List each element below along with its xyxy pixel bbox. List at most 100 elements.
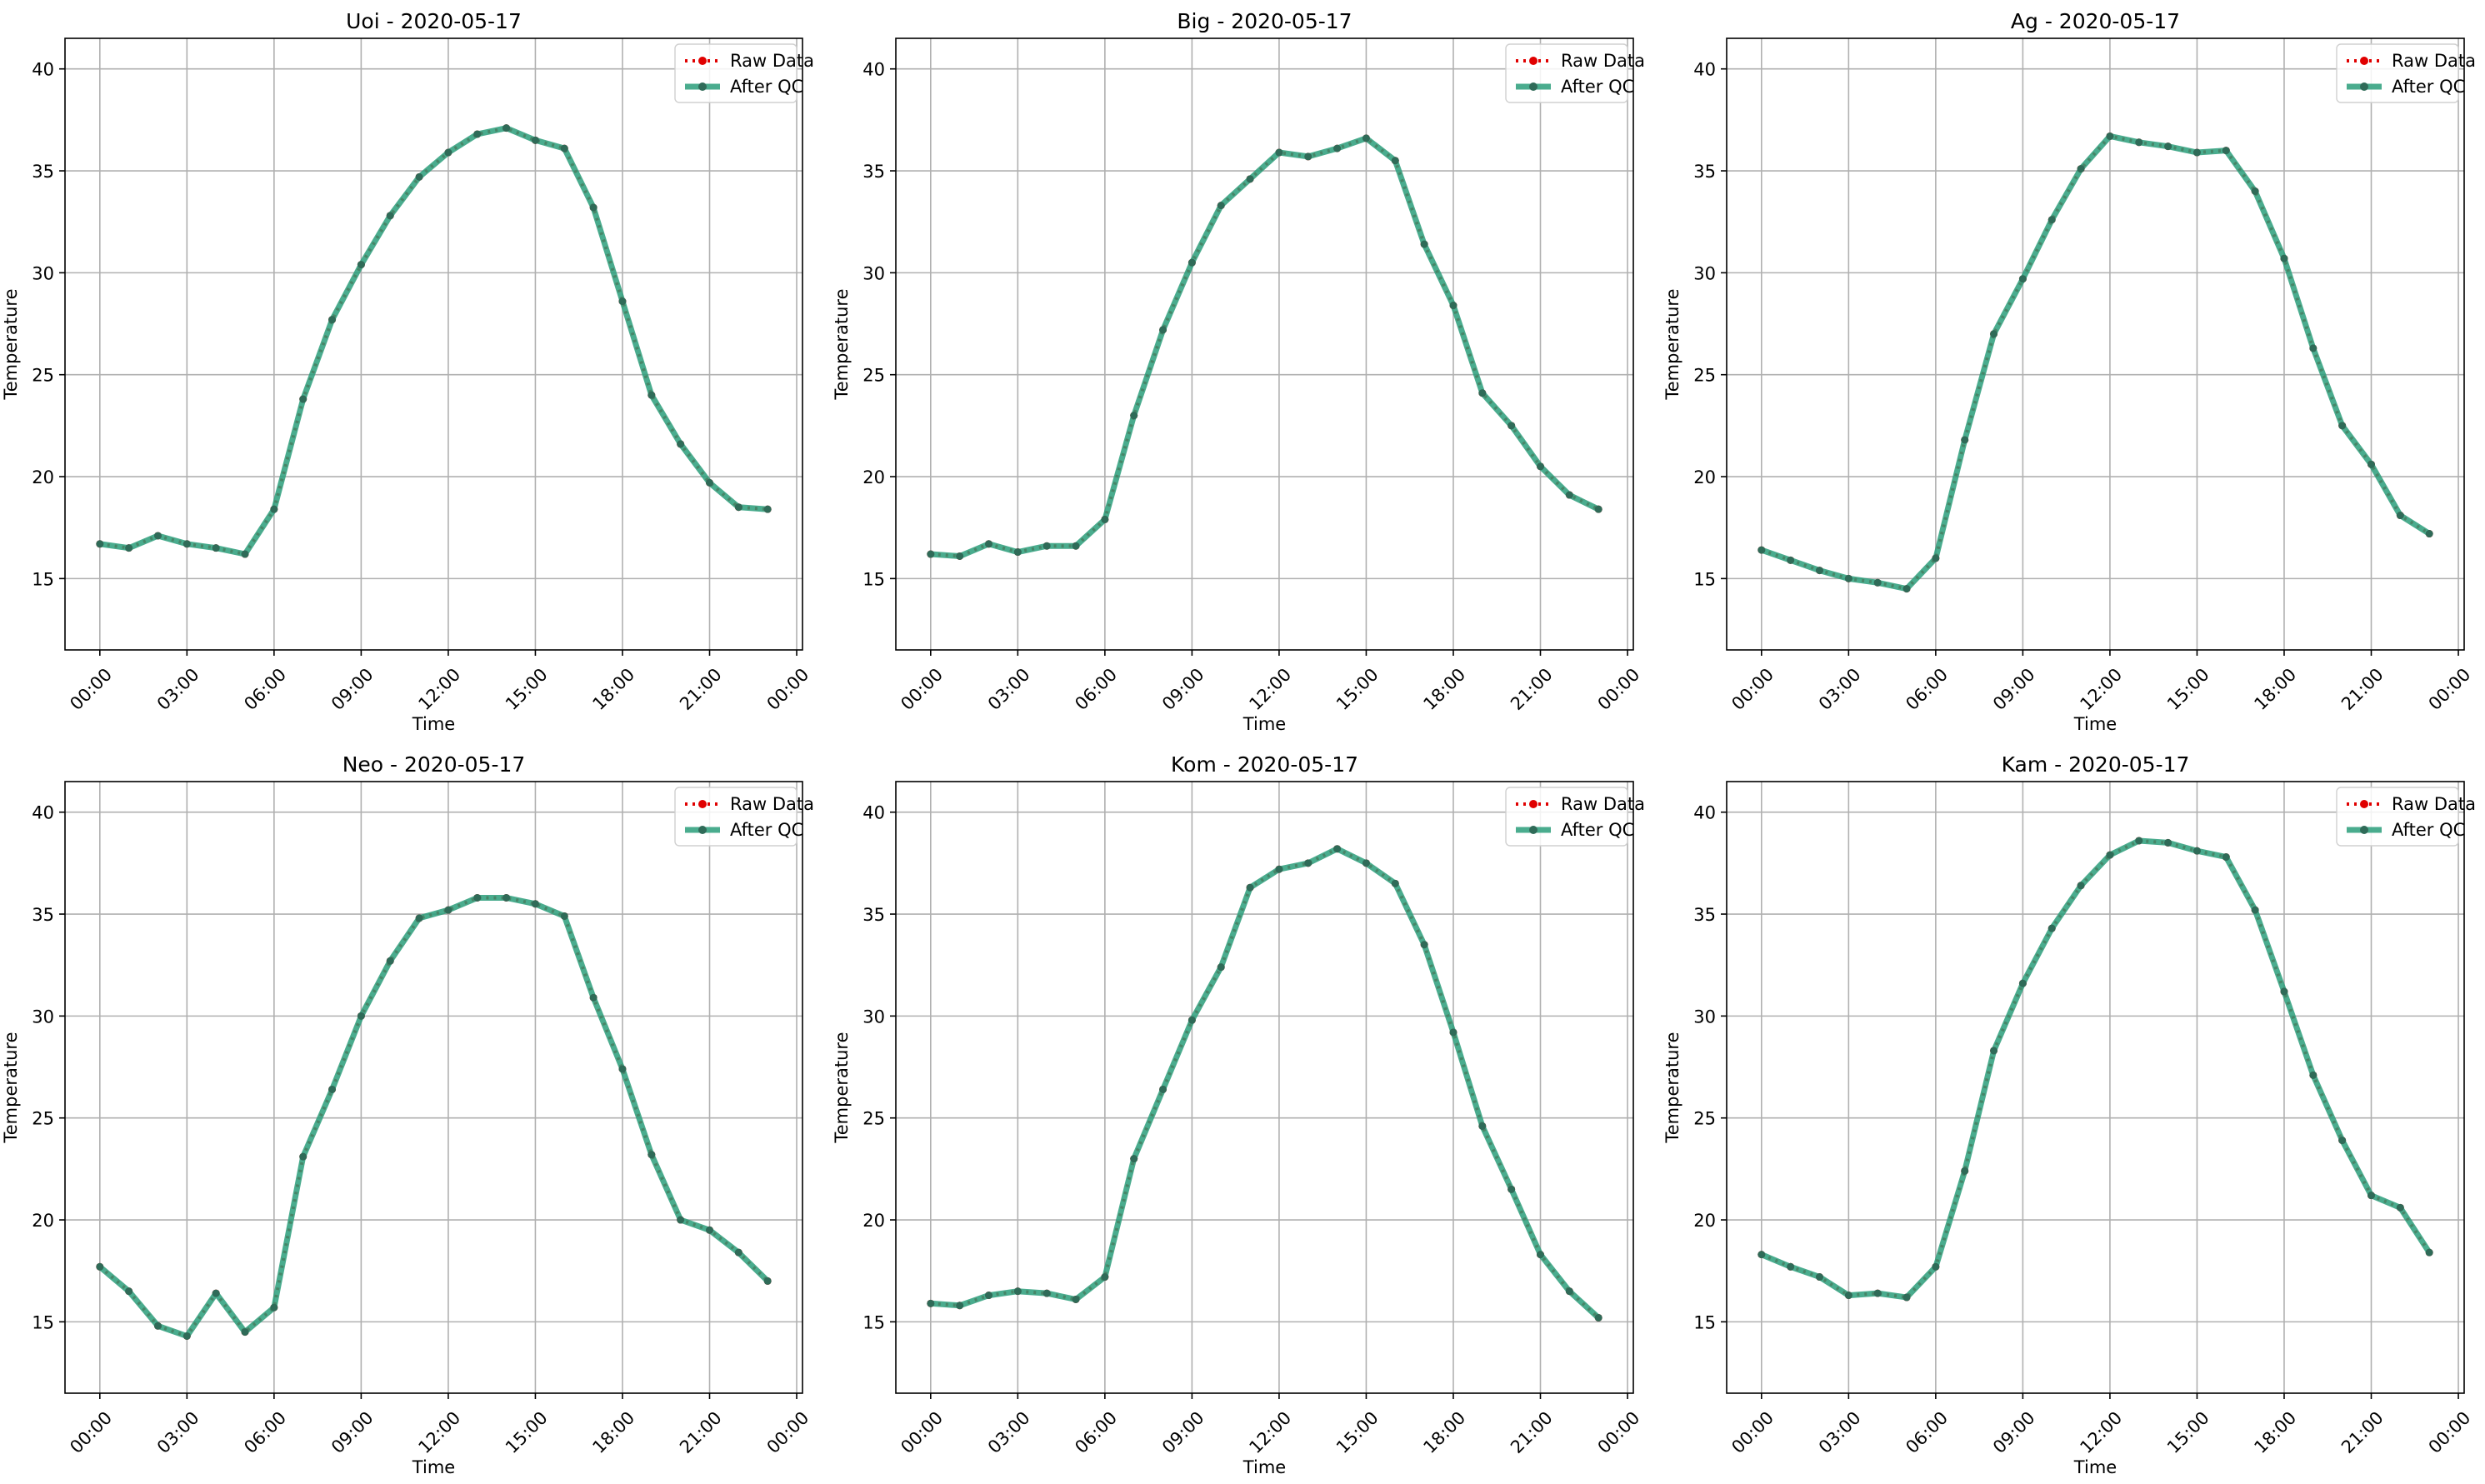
x-axis-label: Time — [412, 1457, 455, 1477]
data-point-after-qc — [648, 1151, 656, 1159]
subplot-title: Kam - 2020-05-17 — [2002, 752, 2190, 777]
grid — [896, 38, 1633, 650]
data-point-after-qc — [2018, 979, 2027, 987]
data-point-after-qc — [386, 212, 394, 220]
x-tick-label: 00:00 — [763, 1407, 813, 1457]
data-point-after-qc — [677, 1216, 685, 1224]
data-point-after-qc — [927, 1299, 935, 1307]
data-point-after-qc — [1873, 578, 1882, 587]
data-point-after-qc — [763, 505, 772, 513]
x-tick-label: 18:00 — [588, 1407, 638, 1457]
y-tick-label: 25 — [32, 1109, 54, 1129]
y-axis-label: Temperature — [1, 288, 21, 400]
axes-frame — [895, 781, 1634, 1394]
data-point-after-qc — [2106, 132, 2114, 140]
x-tick-label: 00:00 — [897, 664, 947, 714]
data-point-after-qc — [328, 316, 337, 324]
y-axis-label: Temperature — [1, 1032, 21, 1143]
legend: Raw Data After QC — [2336, 43, 2476, 103]
data-point-after-qc — [270, 505, 278, 513]
x-tick-label: 12:00 — [1245, 1407, 1295, 1457]
x-tick-label: 09:00 — [1158, 1407, 1208, 1457]
legend-marker-raw-data — [698, 57, 707, 65]
y-tick-label: 40 — [862, 60, 885, 80]
legend: Raw Data After QC — [1505, 43, 1645, 103]
x-tick-label: 03:00 — [984, 664, 1034, 714]
data-point-after-qc — [1449, 302, 1458, 310]
data-point-after-qc — [1101, 515, 1109, 523]
series-line-after-qc — [1760, 132, 2432, 592]
data-point-after-qc — [2164, 142, 2172, 151]
legend-marker-raw-data — [2360, 800, 2368, 808]
series-line-after-qc — [1760, 837, 2432, 1301]
y-tick-label: 40 — [32, 803, 54, 823]
data-point-after-qc — [182, 540, 191, 548]
legend-marker-raw-data — [698, 800, 707, 808]
legend-label: After QC — [2392, 77, 2465, 97]
legend-label: After QC — [1561, 77, 1634, 97]
x-tick-label: 18:00 — [2250, 1407, 2300, 1457]
data-point-after-qc — [182, 1332, 191, 1340]
data-point-after-qc — [956, 552, 964, 560]
series-line-after-qc — [98, 895, 770, 1339]
data-point-after-qc — [1961, 1167, 1969, 1175]
axes-frame — [64, 37, 803, 651]
data-point-after-qc — [2368, 460, 2376, 468]
data-point-after-qc — [984, 1292, 992, 1300]
x-tick-label: 21:00 — [676, 1407, 726, 1457]
x-tick-label: 06:00 — [1902, 664, 1952, 714]
data-point-after-qc — [125, 544, 133, 552]
y-tick-label: 20 — [862, 467, 885, 487]
subplot-5: 00:00 03:00 06:00 09:00 12:00 15:00 18:00 21:00… — [832, 752, 1645, 1477]
x-tick-label: 00:00 — [2425, 1407, 2475, 1457]
data-point-after-qc — [2396, 1203, 2404, 1212]
y-tick-label: 20 — [1693, 1211, 1716, 1231]
x-tick-label: 12:00 — [414, 1407, 464, 1457]
subplot-2: 00:00 03:00 06:00 09:00 12:00 15:00 18:00 21:00… — [832, 9, 1645, 734]
subplot-title: Kom - 2020-05-17 — [1171, 752, 1358, 777]
data-point-after-qc — [212, 1289, 220, 1297]
y-tick-label: 30 — [32, 263, 54, 283]
data-point-after-qc — [357, 261, 365, 269]
x-tick-label: 06:00 — [1071, 1407, 1121, 1457]
grid — [896, 782, 1633, 1393]
data-point-after-qc — [1333, 845, 1342, 853]
data-point-after-qc — [706, 478, 714, 487]
y-tick-label: 40 — [1693, 803, 1716, 823]
data-point-after-qc — [357, 1012, 365, 1020]
data-point-after-qc — [1217, 202, 1225, 210]
legend-marker-after-qc — [2360, 826, 2368, 834]
axes-frame — [1726, 37, 2465, 651]
data-point-after-qc — [2425, 530, 2433, 538]
data-point-after-qc — [2309, 1071, 2318, 1079]
data-point-after-qc — [415, 172, 423, 181]
y-tick-label: 40 — [32, 60, 54, 80]
series-line-after-qc — [930, 846, 1601, 1321]
x-tick-label: 21:00 — [2338, 664, 2388, 714]
x-axis-label: Time — [1242, 714, 1286, 734]
data-point-after-qc — [1188, 1016, 1196, 1024]
x-tick-label: 09:00 — [328, 1407, 378, 1457]
y-tick-label: 15 — [1693, 1312, 1716, 1332]
data-point-after-qc — [1188, 258, 1196, 267]
x-tick-label: 00:00 — [1728, 1407, 1778, 1457]
data-point-after-qc — [2309, 344, 2318, 352]
legend: Raw Data After QC — [674, 787, 814, 847]
data-point-after-qc — [1362, 859, 1370, 867]
x-tick-label: 18:00 — [2250, 664, 2300, 714]
x-axis-label: Time — [2073, 1457, 2117, 1477]
data-point-after-qc — [1478, 1122, 1487, 1130]
legend-marker-raw-data — [2360, 57, 2368, 65]
data-point-after-qc — [1391, 879, 1399, 887]
data-point-after-qc — [1961, 436, 1969, 444]
data-point-after-qc — [1246, 175, 1254, 183]
x-tick-label: 06:00 — [240, 664, 290, 714]
x-tick-label: 03:00 — [153, 1407, 203, 1457]
legend-label: After QC — [730, 77, 803, 97]
data-point-after-qc — [1304, 152, 1312, 161]
data-point-after-qc — [1130, 412, 1138, 420]
x-tick-label: 21:00 — [2338, 1407, 2388, 1457]
data-point-after-qc — [677, 440, 685, 448]
y-tick-label: 35 — [32, 162, 54, 182]
